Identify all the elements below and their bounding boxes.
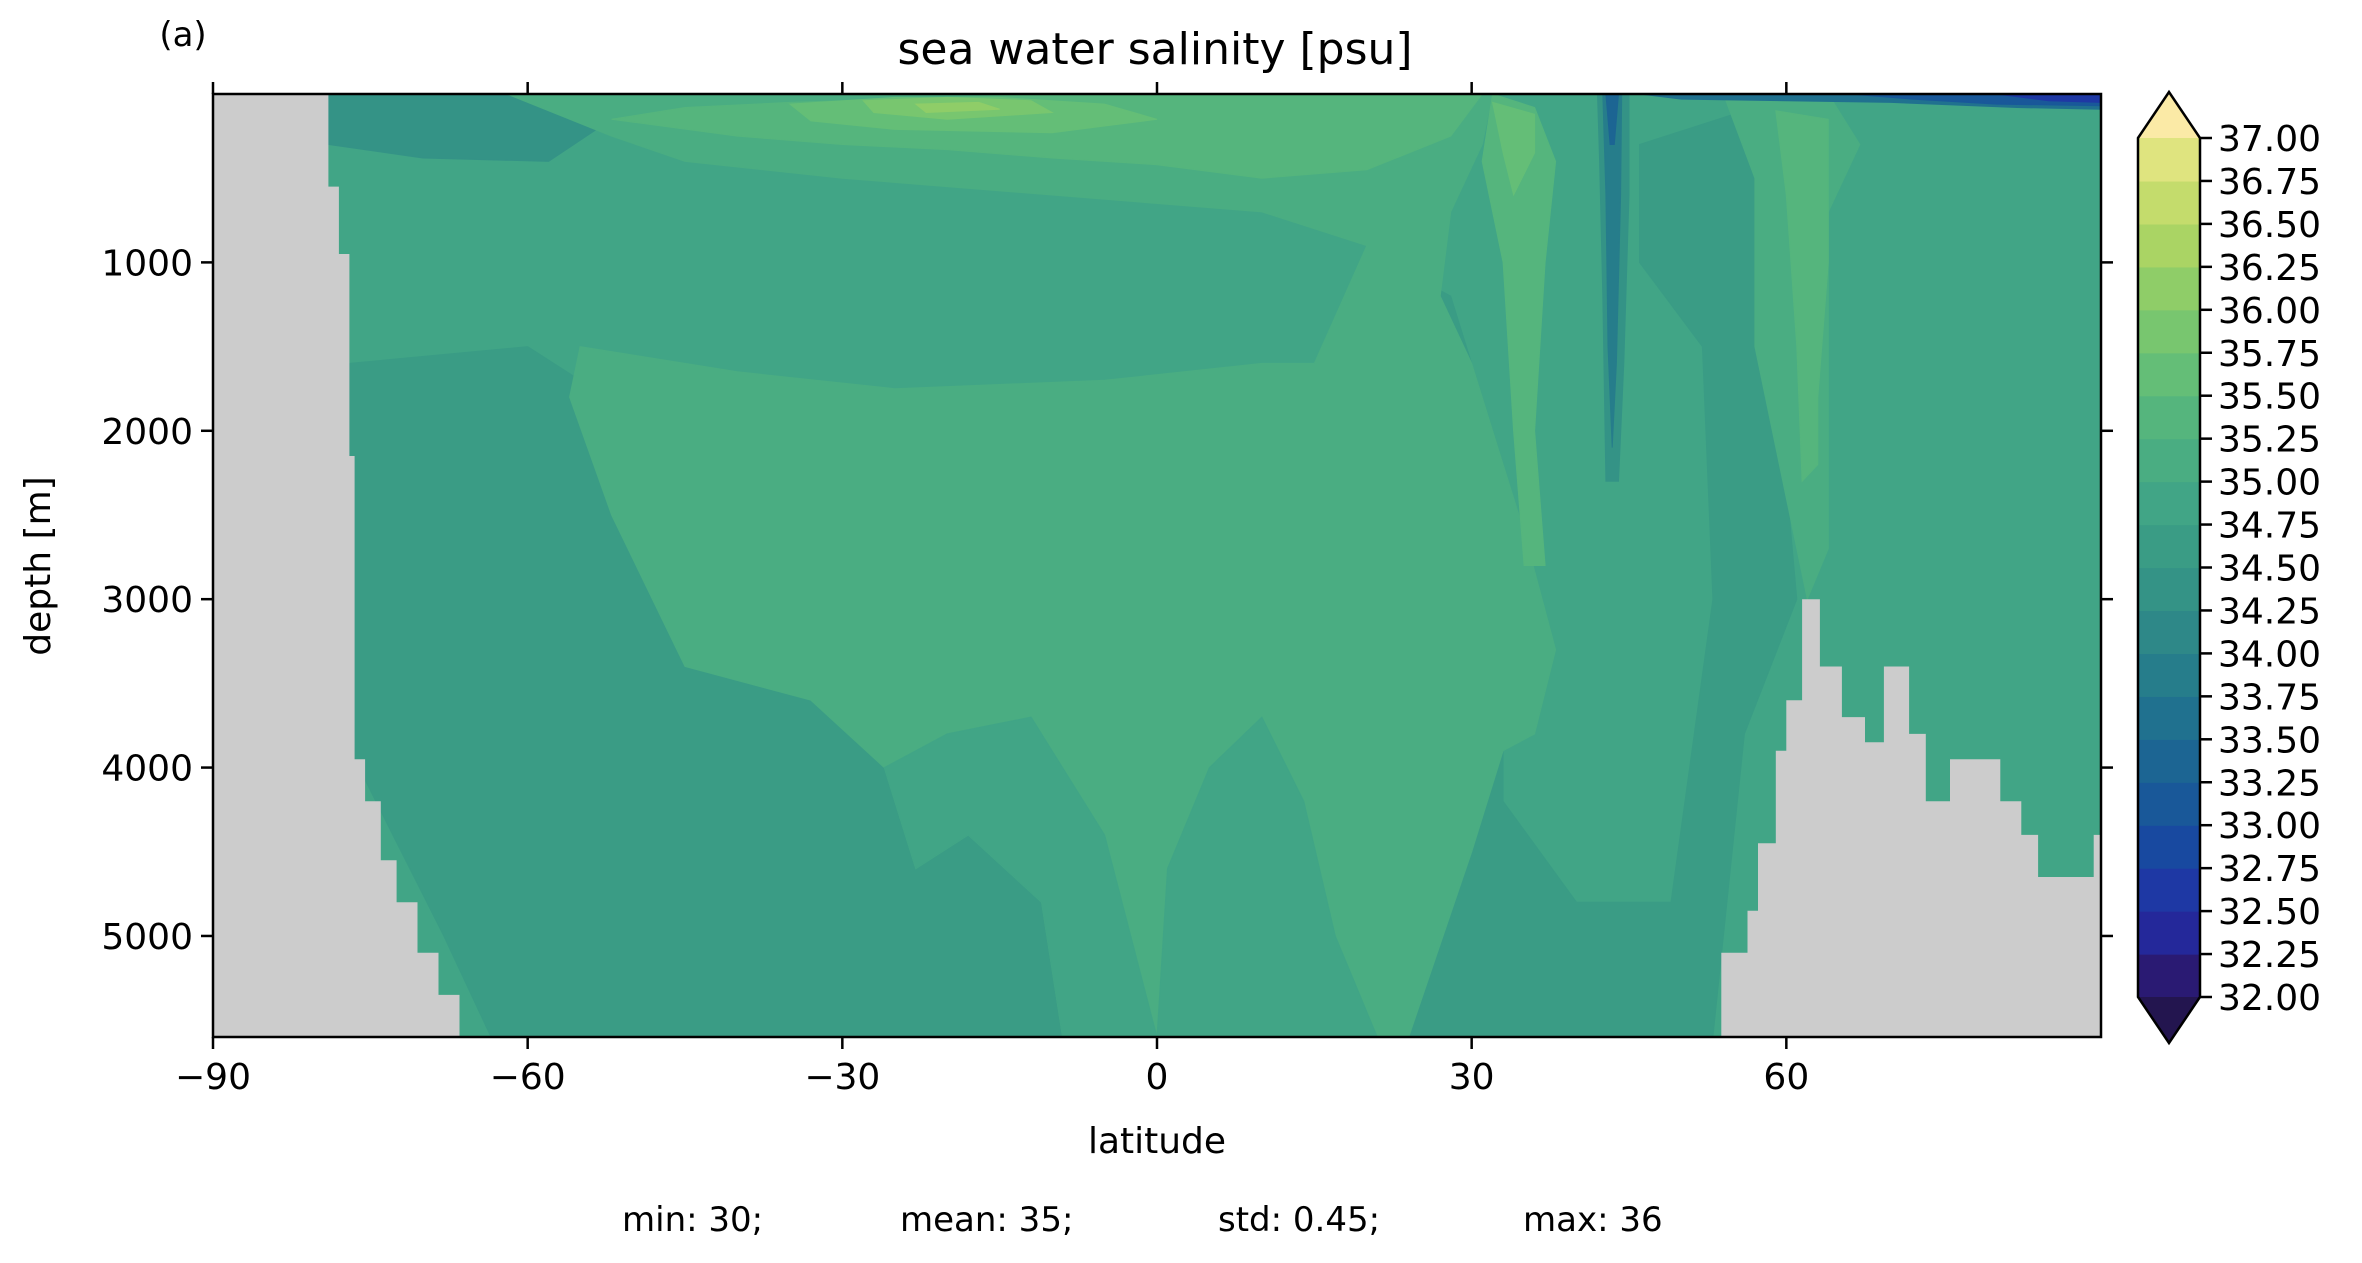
- colorbar-segment: [2138, 567, 2200, 612]
- colorbar-tick-label: 34.75: [2218, 506, 2321, 547]
- salinity-field: [327, 94, 2101, 1037]
- stat-max: max: 36: [1523, 1200, 1663, 1240]
- salinity-region-8: [1481, 94, 1557, 566]
- colorbar: 32.0032.2532.5032.7533.0033.2533.5033.75…: [2136, 89, 2321, 1046]
- y-tick-label: 2000: [101, 412, 193, 453]
- salinity-region-11: [1491, 101, 1536, 197]
- x-axis-label: latitude: [1088, 1121, 1226, 1162]
- colorbar-segment: [2138, 266, 2200, 311]
- colorbar-tick-label: 32.25: [2218, 935, 2321, 976]
- colorbar-segment: [2138, 138, 2200, 182]
- stat-std: std: 0.45;: [1218, 1200, 1381, 1240]
- x-tick-label: 60: [1763, 1057, 1809, 1098]
- colorbar-segment: [2138, 438, 2200, 483]
- colorbar-tick-label: 34.00: [2218, 634, 2321, 675]
- colorbar-tick-label: 36.50: [2218, 205, 2321, 246]
- colorbar-tick-label: 37.00: [2218, 119, 2321, 160]
- colorbar-segment: [2138, 782, 2200, 826]
- colorbar-segment: [2138, 954, 2200, 998]
- colorbar-segment: [2138, 309, 2200, 354]
- x-axis: −90 −60 −30 0 30 60: [175, 82, 1809, 1098]
- colorbar-tick-label: 34.50: [2218, 549, 2321, 590]
- x-tick-label: −90: [175, 1057, 251, 1098]
- x-tick-label: −30: [804, 1057, 880, 1098]
- stat-min: min: 30;: [622, 1200, 764, 1240]
- stat-mean: mean: 35;: [900, 1200, 1074, 1240]
- colorbar-tick-label: 36.75: [2218, 162, 2321, 203]
- colorbar-segment: [2138, 223, 2200, 268]
- colorbar-segment: [2138, 481, 2200, 526]
- plot-area: [213, 94, 2101, 1037]
- colorbar-tick-label: 33.25: [2218, 763, 2321, 804]
- salinity-region-5: [1156, 716, 1378, 1037]
- colorbar-segment: [2138, 610, 2200, 654]
- colorbar-segment: [2138, 395, 2200, 440]
- salinity-region-16: [1605, 94, 1620, 145]
- salinity-region-4: [883, 716, 1158, 1037]
- colorbar-extend-min: [2138, 997, 2200, 1043]
- chart-title: sea water salinity [psu]: [897, 24, 1412, 75]
- salinity-region-9: [1775, 110, 1829, 483]
- colorbar-tick-label: 35.25: [2218, 420, 2321, 461]
- land-mask: [213, 94, 2101, 1037]
- colorbar-tick-label: 34.25: [2218, 591, 2321, 632]
- colorbar-tick-label: 36.00: [2218, 291, 2321, 332]
- colorbar-segment: [2138, 739, 2200, 783]
- colorbar-tick-label: 35.00: [2218, 463, 2321, 504]
- colorbar-segment: [2138, 352, 2200, 397]
- colorbar-segment: [2138, 911, 2200, 955]
- colorbar-tick-label: 32.75: [2218, 849, 2321, 890]
- panel-label: (a): [159, 15, 206, 55]
- colorbar-tick-label: 33.00: [2218, 806, 2321, 847]
- colorbar-segment: [2138, 868, 2200, 912]
- colorbar-tick-label: 36.25: [2218, 248, 2321, 289]
- salinity-region-13: [914, 101, 1000, 114]
- colorbar-tick-label: 35.75: [2218, 334, 2321, 375]
- y-tick-label: 3000: [101, 580, 193, 621]
- y-tick-label: 5000: [101, 917, 193, 958]
- colorbar-tick-label: 33.50: [2218, 720, 2321, 761]
- colorbar-segment: [2138, 524, 2200, 569]
- colorbar-tick-label: 32.50: [2218, 892, 2321, 933]
- colorbar-segment: [2138, 653, 2200, 697]
- y-axis: 1000 2000 3000 4000 5000: [101, 243, 2113, 958]
- colorbar-tick-label: 35.50: [2218, 377, 2321, 418]
- y-axis-label: depth [m]: [18, 476, 59, 655]
- colorbar-tick-label: 33.75: [2218, 677, 2321, 718]
- y-tick-label: 1000: [101, 243, 193, 284]
- colorbar-segment: [2138, 696, 2200, 740]
- salinity-region-19: [1996, 94, 2101, 103]
- colorbar-segment: [2138, 180, 2200, 225]
- colorbar-tick-label: 32.00: [2218, 978, 2321, 1019]
- x-tick-label: 0: [1146, 1057, 1169, 1098]
- y-tick-label: 4000: [101, 749, 193, 790]
- x-tick-label: 30: [1449, 1057, 1495, 1098]
- salinity-region-15: [1602, 94, 1623, 448]
- x-tick-label: −60: [490, 1057, 566, 1098]
- colorbar-extend-max: [2138, 92, 2200, 138]
- colorbar-segment: [2138, 825, 2200, 869]
